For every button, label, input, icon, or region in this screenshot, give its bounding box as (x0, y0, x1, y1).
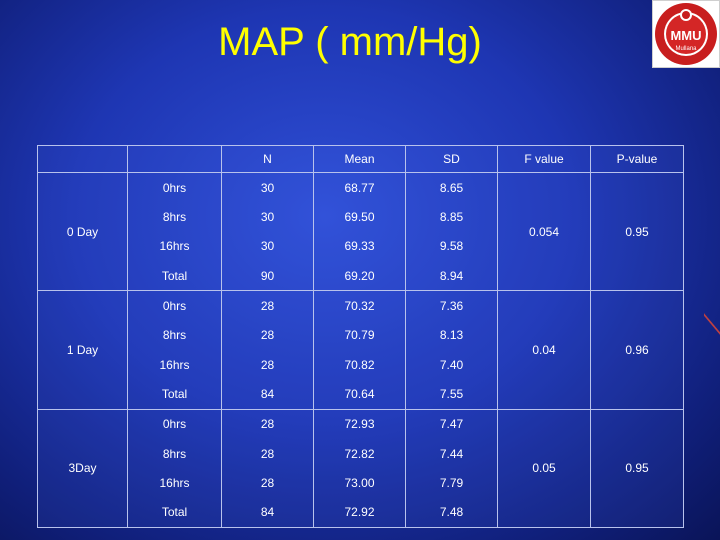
header-p-value: P-value (590, 145, 684, 173)
table-row: Total 84 70.64 7.55 (38, 379, 684, 410)
n-cell: 28 (221, 349, 314, 380)
table-row: 8hrs 30 69.50 8.85 (38, 202, 684, 232)
group-label: 3Day (37, 408, 128, 529)
n-cell: 90 (221, 260, 314, 292)
mean-cell: 69.33 (313, 231, 406, 261)
header-cell (127, 145, 222, 173)
table-row: 3Day 0hrs 28 72.93 7.47 0.05 0.95 (37, 408, 684, 529)
time-cell: Total (127, 379, 222, 410)
time-cell: 8hrs (127, 320, 222, 350)
n-cell: 28 (221, 439, 314, 469)
mean-cell: 70.64 (313, 379, 406, 410)
table-row: Total 90 69.20 8.94 (38, 260, 684, 292)
time-cell: 8hrs (127, 439, 222, 469)
n-cell: 84 (221, 379, 314, 410)
n-cell: 30 (221, 202, 314, 232)
sd-cell: 7.47 (405, 408, 498, 440)
group-label: 0 Day (37, 171, 128, 292)
decorative-line (704, 312, 720, 336)
mean-cell: 70.79 (313, 320, 406, 350)
sd-cell: 7.55 (405, 379, 498, 410)
sd-cell: 7.79 (405, 468, 498, 498)
p-value-cell: 0.95 (590, 171, 684, 292)
sd-cell: 8.94 (405, 260, 498, 292)
university-logo: MMU Mullana (652, 0, 720, 68)
f-value-cell: 0.054 (497, 171, 591, 292)
header-f-value: F value (497, 145, 591, 173)
time-cell: Total (127, 497, 222, 529)
table-row: 0 Day 0hrs 30 68.77 8.65 0.054 0.95 (37, 171, 684, 292)
mean-cell: 69.20 (313, 260, 406, 292)
header-sd: SD (405, 145, 498, 173)
sd-cell: 7.44 (405, 439, 498, 469)
mean-cell: 72.92 (313, 497, 406, 529)
header-cell (37, 145, 128, 173)
n-cell: 30 (221, 171, 314, 203)
time-cell: Total (127, 260, 222, 292)
mean-cell: 73.00 (313, 468, 406, 498)
table-row: 8hrs 28 72.82 7.44 (38, 439, 684, 469)
mean-cell: 68.77 (313, 171, 406, 203)
header-n: N (221, 145, 314, 173)
sd-cell: 7.48 (405, 497, 498, 529)
table-row: 16hrs 30 69.33 9.58 (38, 231, 684, 261)
n-cell: 84 (221, 497, 314, 529)
f-value-cell: 0.05 (497, 408, 591, 529)
time-cell: 0hrs (127, 408, 222, 440)
time-cell: 16hrs (127, 468, 222, 498)
table-row: 16hrs 28 70.82 7.40 (38, 349, 684, 380)
group-label: 1 Day (37, 290, 128, 410)
logo-subtitle: Mullana (675, 46, 697, 52)
sd-cell: 9.58 (405, 231, 498, 261)
mean-cell: 69.50 (313, 202, 406, 232)
table-header-row: N Mean SD F value P-value (37, 145, 684, 173)
mean-cell: 70.32 (313, 290, 406, 321)
n-cell: 28 (221, 290, 314, 321)
mean-cell: 70.82 (313, 349, 406, 380)
table-row: 1 Day 0hrs 28 70.32 7.36 0.04 0.96 (37, 290, 684, 410)
mean-cell: 72.82 (313, 439, 406, 469)
time-cell: 0hrs (127, 290, 222, 321)
p-value-cell: 0.96 (590, 290, 684, 410)
sd-cell: 7.40 (405, 349, 498, 380)
mean-cell: 72.93 (313, 408, 406, 440)
university-seal-icon: MMU Mullana (655, 3, 717, 65)
sd-cell: 8.13 (405, 320, 498, 350)
header-mean: Mean (313, 145, 406, 173)
table-row: 8hrs 28 70.79 8.13 (38, 320, 684, 350)
time-cell: 8hrs (127, 202, 222, 232)
time-cell: 16hrs (127, 349, 222, 380)
n-cell: 28 (221, 320, 314, 350)
sd-cell: 7.36 (405, 290, 498, 321)
time-cell: 16hrs (127, 231, 222, 261)
slide-title: MAP ( mm/Hg) (218, 20, 482, 64)
table-row: 16hrs 28 73.00 7.79 (38, 468, 684, 498)
n-cell: 28 (221, 408, 314, 440)
n-cell: 30 (221, 231, 314, 261)
n-cell: 28 (221, 468, 314, 498)
map-statistics-table: N Mean SD F value P-value 0 Day 0hrs 30 68.… (37, 145, 684, 529)
time-cell: 0hrs (127, 171, 222, 203)
f-value-cell: 0.04 (497, 290, 591, 410)
table-row: Total 84 72.92 7.48 (38, 497, 684, 529)
p-value-cell: 0.95 (590, 408, 684, 529)
sd-cell: 8.65 (405, 171, 498, 203)
sd-cell: 8.85 (405, 202, 498, 232)
logo-text: MMU (670, 28, 701, 43)
